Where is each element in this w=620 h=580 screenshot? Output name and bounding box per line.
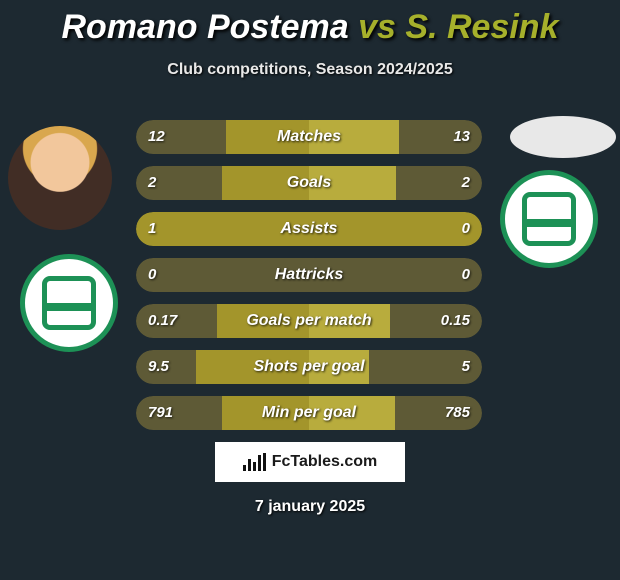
stat-label: Goals per match	[136, 304, 482, 338]
player2-name: S. Resink	[405, 8, 558, 46]
stat-label: Assists	[136, 212, 482, 246]
stat-row: 22Goals	[136, 166, 482, 200]
stat-label: Hattricks	[136, 258, 482, 292]
branding-badge: FcTables.com	[215, 442, 405, 482]
stat-label: Shots per goal	[136, 350, 482, 384]
stat-row: 00Hattricks	[136, 258, 482, 292]
stat-row: 9.55Shots per goal	[136, 350, 482, 384]
footer-date: 7 january 2025	[0, 498, 620, 516]
player1-avatar	[8, 126, 112, 230]
branding-text: FcTables.com	[272, 453, 378, 471]
vs-text: vs	[358, 8, 396, 46]
player2-club-badge	[500, 170, 598, 268]
stats-panel: 1213Matches 22Goals 10Assists 00Hattricks 0.…	[136, 120, 482, 442]
comparison-title: Romano Postema vs S. Resink	[0, 0, 620, 47]
stat-row: 0.170.15Goals per match	[136, 304, 482, 338]
player2-avatar	[510, 116, 616, 158]
stat-row: 1213Matches	[136, 120, 482, 154]
stat-label: Min per goal	[136, 396, 482, 430]
player1-club-badge	[20, 254, 118, 352]
stat-row: 791785Min per goal	[136, 396, 482, 430]
stat-label: Goals	[136, 166, 482, 200]
player1-name: Romano Postema	[62, 8, 349, 46]
subtitle: Club competitions, Season 2024/2025	[0, 61, 620, 79]
stat-row: 10Assists	[136, 212, 482, 246]
stat-label: Matches	[136, 120, 482, 154]
bar-chart-icon	[243, 453, 266, 471]
